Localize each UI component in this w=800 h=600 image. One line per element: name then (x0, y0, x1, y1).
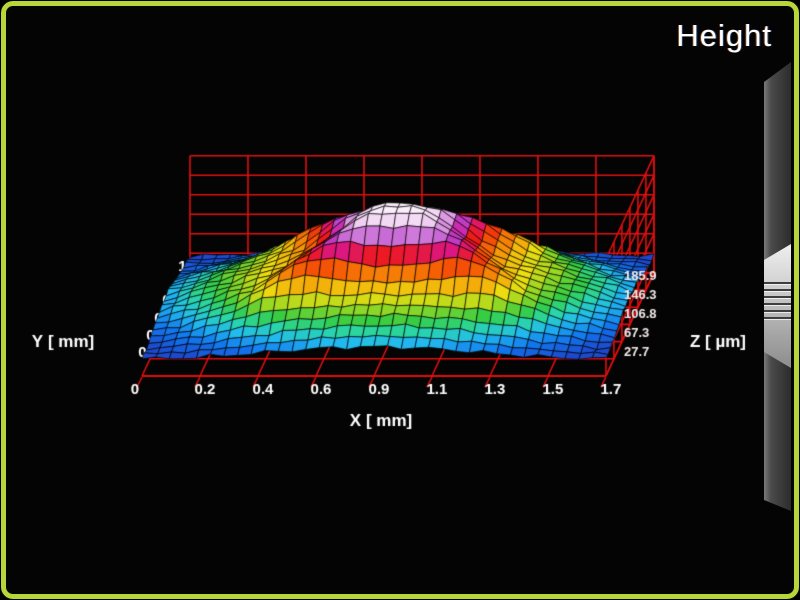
slider-grip-lines (764, 282, 791, 319)
height-scale-slider-track[interactable] (764, 62, 791, 511)
height-scale-slider-handle[interactable] (764, 244, 791, 368)
surface-plot-canvas (6, 6, 794, 594)
grip-line (764, 289, 791, 291)
grip-line (764, 310, 791, 312)
grip-line (764, 282, 791, 284)
grip-line (764, 296, 791, 298)
grip-line (764, 303, 791, 305)
grip-line (764, 317, 791, 319)
height-mode-title: Height (676, 18, 772, 53)
